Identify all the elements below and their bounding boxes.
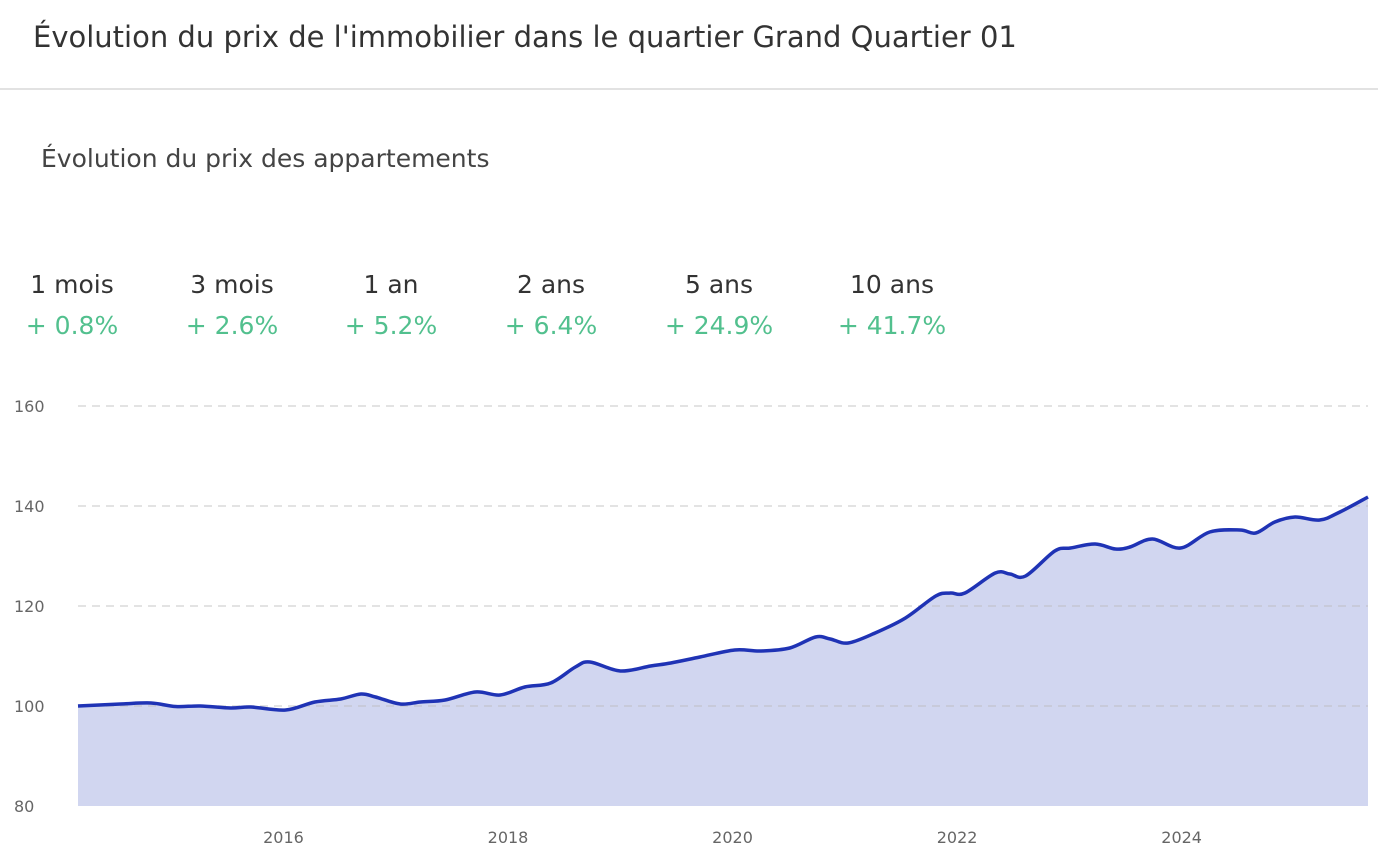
y-tick-label: 160	[14, 397, 45, 416]
area-fill	[78, 497, 1368, 806]
stat-2-years: 2 ans + 6.4%	[505, 270, 597, 340]
stat-10-years: 10 ans + 41.7%	[838, 270, 946, 340]
stat-label: 10 ans	[850, 270, 934, 299]
stat-3-months: 3 mois + 2.6%	[186, 270, 278, 340]
stat-1-year: 1 an + 5.2%	[345, 270, 437, 340]
stat-1-month: 1 mois + 0.8%	[26, 270, 118, 340]
x-tick-label: 2020	[712, 828, 753, 847]
stat-value: + 24.9%	[664, 311, 774, 340]
stat-label: 3 mois	[190, 270, 274, 299]
stat-label: 2 ans	[516, 270, 586, 299]
x-tick-label: 2018	[488, 828, 529, 847]
price-line	[77, 495, 1369, 712]
stat-value: + 2.6%	[185, 311, 279, 340]
y-tick-label: 100	[14, 697, 45, 716]
stat-value: + 0.8%	[25, 311, 119, 340]
x-tick-label: 2016	[263, 828, 304, 847]
page-title: Évolution du prix de l'immobilier dans l…	[33, 20, 1017, 54]
stat-value: + 41.7%	[837, 311, 947, 340]
section-subtitle: Évolution du prix des appartements	[41, 144, 490, 173]
stat-value: + 5.2%	[344, 311, 438, 340]
x-tick-label: 2022	[937, 828, 978, 847]
y-tick-label: 80	[14, 797, 34, 816]
page-header: Évolution du prix de l'immobilier dans l…	[0, 0, 1378, 90]
stat-value: + 6.4%	[504, 311, 598, 340]
y-tick-label: 120	[14, 597, 45, 616]
stat-5-years: 5 ans + 24.9%	[665, 270, 773, 340]
stat-label: 1 mois	[30, 270, 114, 299]
stat-label: 1 an	[363, 270, 419, 299]
y-tick-label: 140	[14, 497, 45, 516]
x-tick-label: 2024	[1161, 828, 1202, 847]
stat-label: 5 ans	[684, 270, 754, 299]
